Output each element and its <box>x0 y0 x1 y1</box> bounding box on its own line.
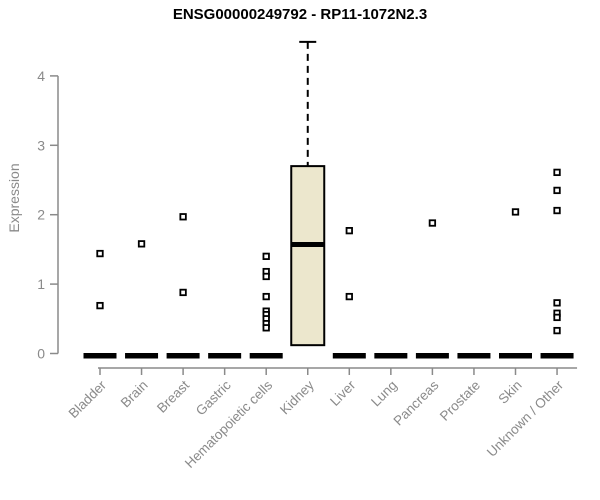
x-category-label: Brain <box>118 378 151 411</box>
collapsed-box <box>83 353 117 359</box>
collapsed-box <box>125 353 159 359</box>
x-category-label: Bladder <box>66 377 110 421</box>
box-hematopoietic-cells <box>249 353 283 359</box>
sample-point <box>262 324 270 332</box>
sample-point <box>553 168 561 177</box>
x-category-label: Unknown / Other <box>484 377 567 460</box>
x-category-label: Breast <box>154 377 192 415</box>
box-unknown-other <box>540 353 574 359</box>
collapsed-box <box>166 353 200 359</box>
sample-point <box>553 313 561 322</box>
collapsed-box <box>540 353 574 359</box>
collapsed-box <box>249 353 283 359</box>
x-category-label: Liver <box>327 377 359 409</box>
sample-point <box>262 292 270 301</box>
y-tick-label: 3 <box>37 137 45 153</box>
sample-point <box>179 288 187 297</box>
collapsed-box <box>415 353 449 359</box>
box-skin <box>499 353 532 359</box>
box-liver <box>332 353 366 359</box>
sample-point <box>553 299 561 307</box>
sample-point <box>428 219 437 227</box>
y-tick-label: 1 <box>37 276 45 292</box>
sample-point <box>553 186 561 195</box>
sample-point <box>179 213 187 221</box>
x-category-label: Lung <box>368 378 400 410</box>
box-prostate <box>457 353 491 359</box>
box-brain <box>125 353 159 359</box>
x-category-label: Skin <box>495 378 524 407</box>
sample-point <box>345 292 353 301</box>
box-breast <box>166 353 200 359</box>
y-tick-label: 2 <box>37 207 45 223</box>
x-category-label: Pancreas <box>391 377 442 428</box>
x-category-label: Gastric <box>193 377 234 418</box>
collapsed-box <box>332 353 366 359</box>
sample-point <box>553 206 561 215</box>
collapsed-box <box>457 353 491 359</box>
collapsed-box <box>208 353 242 359</box>
chart-title: ENSG00000249792 - RP11-1072N2.3 <box>172 6 428 23</box>
sample-point <box>96 249 104 258</box>
box-pancreas <box>415 353 449 359</box>
box-bladder <box>83 353 117 359</box>
y-tick-label: 0 <box>37 346 45 362</box>
box-rect <box>290 165 326 347</box>
box-gastric <box>208 353 242 359</box>
x-category-label: Prostate <box>437 378 483 424</box>
collapsed-box <box>374 353 408 359</box>
box-lung <box>374 353 408 359</box>
x-category-label: Kidney <box>277 377 317 417</box>
sample-point <box>262 252 270 260</box>
sample-point <box>137 240 146 248</box>
y-tick-label: 4 <box>37 68 45 84</box>
sample-point <box>345 227 353 235</box>
collapsed-box <box>499 353 532 359</box>
y-axis-label: Expression <box>6 163 22 233</box>
sample-point <box>262 272 270 281</box>
box-kidney <box>290 40 326 347</box>
sample-point <box>96 301 104 310</box>
sample-point <box>553 326 561 335</box>
sample-point <box>511 208 520 216</box>
